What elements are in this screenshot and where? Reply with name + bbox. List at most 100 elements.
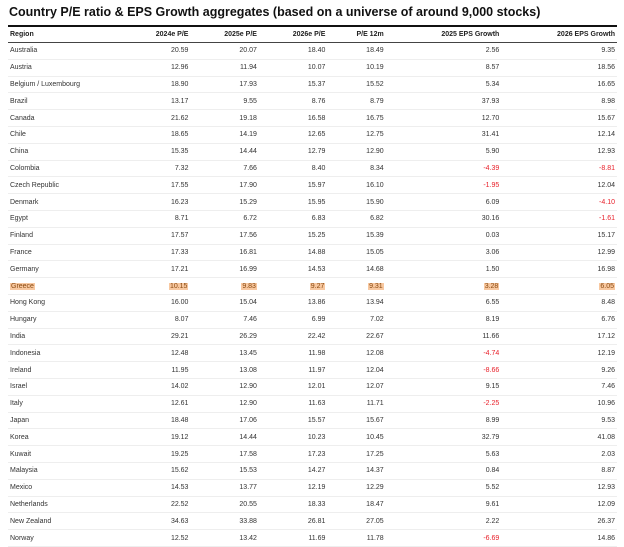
value-cell: 21.62 <box>122 109 191 127</box>
value-cell: 19.25 <box>122 445 191 463</box>
value-cell: 11.71 <box>327 395 386 413</box>
table-row: Austria 12.96 11.94 10.07 10.19 8.57 18.56 <box>8 59 617 77</box>
value-cell: 12.90 <box>190 378 259 396</box>
table-row: Colombia 7.32 7.66 8.40 8.34 -4.39 -8.81 <box>8 160 617 178</box>
cell-text: 11.71 <box>366 400 384 408</box>
value-cell: 1.50 <box>385 260 502 279</box>
cell-text: 16.10 <box>366 181 384 189</box>
value-cell: 13.77 <box>190 479 259 497</box>
value-cell: -4.10 <box>501 193 617 211</box>
value-cell: 22.42 <box>258 328 328 346</box>
cell-text: Belgium / Luxembourg <box>10 80 81 88</box>
region-cell: India <box>8 328 122 346</box>
cell-text: 20.07 <box>239 47 257 55</box>
cell-text: 2.03 <box>601 450 615 458</box>
region-cell: Canada <box>8 109 122 127</box>
value-cell: 12.14 <box>501 126 617 144</box>
value-cell: 13.42 <box>190 529 259 547</box>
value-cell: 15.57 <box>258 412 328 430</box>
cell-text: 17.90 <box>239 181 257 189</box>
cell-text: -6.69 <box>483 534 500 542</box>
table-row: Malaysia 15.62 15.53 14.27 14.37 0.84 8.87 <box>8 462 617 480</box>
table-row: Kuwait 19.25 17.58 17.23 17.25 5.63 2.03 <box>8 445 617 463</box>
cell-text: -4.74 <box>483 349 500 357</box>
value-cell: 18.49 <box>327 42 386 60</box>
cell-text: 18.90 <box>170 80 189 88</box>
region-cell: Malaysia <box>8 462 122 480</box>
cell-text: 13.45 <box>239 349 257 357</box>
value-cell: 18.56 <box>501 59 617 77</box>
cell-text: 19.18 <box>239 114 257 122</box>
value-cell: 2.03 <box>501 445 617 463</box>
value-cell: 0.03 <box>385 227 502 245</box>
value-cell: 17.23 <box>258 445 328 463</box>
region-cell: Greece <box>8 277 122 295</box>
cell-text: 3.06 <box>485 248 500 256</box>
cell-text: 8.19 <box>485 316 500 324</box>
value-cell: 10.96 <box>501 395 617 413</box>
cell-text: Hong Kong <box>10 299 46 307</box>
value-cell: 34.63 <box>122 512 191 531</box>
region-cell: Netherlands <box>8 496 122 514</box>
cell-text: 16.98 <box>597 265 615 273</box>
value-cell: 8.40 <box>258 160 328 178</box>
cell-text: 15.52 <box>366 80 384 88</box>
region-cell: Austria <box>8 59 122 77</box>
value-cell: 11.69 <box>258 529 328 547</box>
region-cell: China <box>8 143 122 161</box>
value-cell: 17.25 <box>327 445 386 463</box>
value-cell: 15.05 <box>327 244 386 262</box>
cell-text: 8.79 <box>370 97 384 105</box>
cell-text: 15.29 <box>239 198 257 206</box>
value-cell: 9.31 <box>327 277 386 295</box>
cell-text: Indonesia <box>10 349 41 357</box>
cell-text: 6.82 <box>370 215 384 223</box>
value-cell: 8.34 <box>327 160 386 178</box>
region-cell: Chile <box>8 126 122 144</box>
value-cell: 8.57 <box>385 59 502 77</box>
cell-text: 27.05 <box>366 517 384 525</box>
value-cell: 9.53 <box>501 412 617 430</box>
value-cell: 26.37 <box>501 512 617 531</box>
cell-text: 18.56 <box>597 64 615 72</box>
cell-text: 7.66 <box>243 164 257 172</box>
cell-text: 17.56 <box>239 232 257 240</box>
cell-text: China <box>10 148 29 156</box>
cell-text: 12.96 <box>170 64 189 72</box>
cell-text: Greece <box>10 282 35 290</box>
value-cell: 15.29 <box>190 193 259 211</box>
cell-text: 14.68 <box>366 265 384 273</box>
value-cell: 14.44 <box>190 428 259 447</box>
cell-text: 7.02 <box>370 316 384 324</box>
cell-text: 21.62 <box>170 114 189 122</box>
cell-text: 11.78 <box>366 534 384 542</box>
cell-text: 5.63 <box>485 450 500 458</box>
cell-text: Ireland <box>10 366 32 374</box>
cell-text: 9.35 <box>601 47 615 55</box>
cell-text: 18.48 <box>170 416 189 424</box>
value-cell: 26.29 <box>190 328 259 346</box>
col-header: 2024e P/E <box>122 26 191 43</box>
value-cell: 6.05 <box>501 277 617 295</box>
value-cell: 30.16 <box>385 210 502 228</box>
value-cell: 14.19 <box>190 126 259 144</box>
cell-text: 8.76 <box>311 97 326 105</box>
value-cell: 15.37 <box>258 76 328 94</box>
cell-text: 12.14 <box>597 131 615 139</box>
page-title: Country P/E ratio & EPS Growth aggregate… <box>9 5 541 19</box>
cell-text: 10.15 <box>168 282 189 290</box>
cell-text: 17.06 <box>239 416 257 424</box>
cell-text: 15.17 <box>597 232 615 240</box>
value-cell: 8.99 <box>385 412 502 430</box>
cell-text: Denmark <box>10 198 39 206</box>
value-cell: 11.98 <box>258 344 328 363</box>
value-cell: 17.55 <box>122 176 191 195</box>
cell-text: 12.04 <box>366 366 384 374</box>
value-cell: 16.23 <box>122 193 191 211</box>
region-cell: Denmark <box>8 193 122 211</box>
cell-text: 22.42 <box>307 332 326 340</box>
cell-text: 17.93 <box>239 80 257 88</box>
value-cell: 3.06 <box>385 244 502 262</box>
cell-text: 12.75 <box>366 131 384 139</box>
cell-text: 9.31 <box>368 282 384 290</box>
